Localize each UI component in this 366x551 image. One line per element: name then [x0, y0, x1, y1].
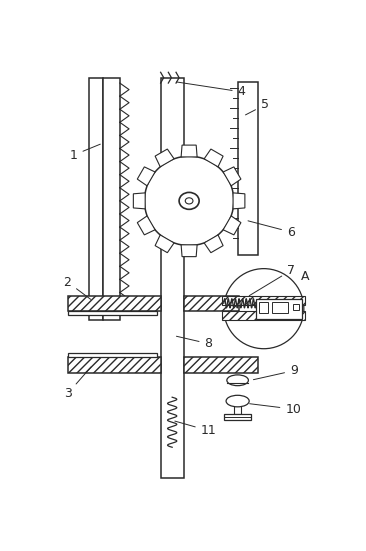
- Bar: [238, 82, 258, 255]
- Text: 1: 1: [70, 144, 100, 161]
- Bar: [184, 295, 239, 311]
- Text: 7: 7: [249, 264, 295, 296]
- Bar: [68, 353, 157, 357]
- Bar: [259, 302, 268, 312]
- Ellipse shape: [185, 198, 193, 204]
- Bar: [89, 78, 103, 320]
- Bar: [68, 311, 157, 315]
- Text: 10: 10: [250, 403, 301, 415]
- Polygon shape: [204, 235, 223, 253]
- Text: 6: 6: [248, 221, 295, 239]
- Circle shape: [145, 156, 234, 246]
- Circle shape: [224, 269, 304, 349]
- Polygon shape: [155, 149, 174, 167]
- Polygon shape: [137, 167, 155, 186]
- Bar: [68, 357, 161, 372]
- Bar: [234, 405, 242, 414]
- Text: A: A: [301, 270, 309, 283]
- Bar: [184, 357, 258, 372]
- Polygon shape: [204, 149, 223, 167]
- Bar: [222, 295, 305, 305]
- Bar: [68, 295, 161, 311]
- Ellipse shape: [227, 375, 249, 386]
- Bar: [272, 302, 288, 312]
- Polygon shape: [181, 245, 197, 257]
- Bar: [224, 414, 251, 419]
- Text: 8: 8: [176, 336, 213, 350]
- Text: 5: 5: [246, 99, 269, 115]
- Polygon shape: [155, 235, 174, 253]
- Polygon shape: [137, 216, 155, 235]
- Bar: [161, 78, 184, 478]
- Text: 3: 3: [64, 367, 91, 400]
- Bar: [222, 311, 305, 320]
- Bar: [103, 78, 120, 320]
- Text: 4: 4: [176, 82, 246, 99]
- Ellipse shape: [179, 192, 199, 209]
- Polygon shape: [133, 193, 145, 209]
- Bar: [256, 299, 302, 318]
- Text: 9: 9: [253, 364, 298, 380]
- Polygon shape: [223, 216, 241, 235]
- Polygon shape: [181, 145, 197, 157]
- Polygon shape: [223, 167, 241, 186]
- Text: 2: 2: [64, 276, 91, 299]
- Bar: [293, 304, 299, 310]
- Text: 11: 11: [175, 421, 216, 437]
- Ellipse shape: [226, 395, 249, 407]
- Polygon shape: [233, 193, 245, 209]
